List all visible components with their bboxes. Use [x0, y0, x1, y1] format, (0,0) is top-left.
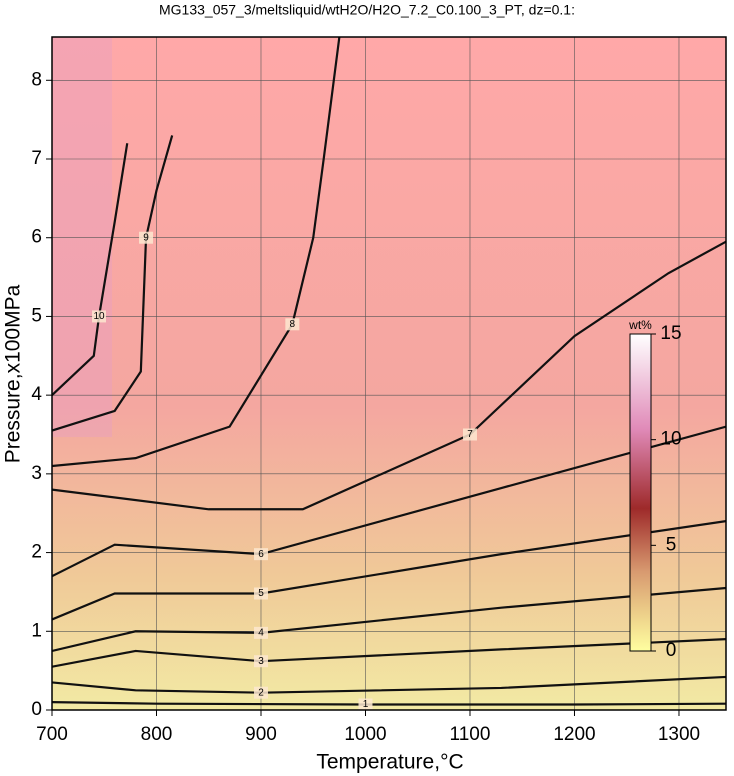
colorbar-scale	[629, 333, 652, 652]
contour-label: 1	[363, 699, 369, 710]
colorbar-tick-label: 15	[660, 323, 681, 344]
colorbar-tick-label: 5	[666, 534, 677, 555]
x-tick-label: 1300	[658, 724, 700, 745]
contour-label-box	[462, 428, 477, 441]
y-tick-label: 7	[31, 148, 42, 169]
contour-label: 10	[93, 311, 105, 322]
y-tick-label: 2	[31, 542, 42, 563]
y-tick-label: 1	[31, 620, 42, 641]
plot-frame	[51, 36, 727, 711]
contour-label-box	[253, 626, 268, 639]
y-tick-label: 5	[31, 305, 42, 326]
contour-label-box	[358, 698, 373, 710]
x-axis-label: Temperature,°C	[316, 751, 463, 774]
x-tick-label: 900	[245, 724, 277, 745]
y-tick-label: 8	[31, 69, 42, 90]
plot-shade	[52, 37, 112, 437]
chart-title: MG133_057_3/meltsliquid/wtH2O/H2O_7.2_C0…	[159, 2, 575, 18]
plot-background	[52, 37, 726, 710]
contour-label-box	[253, 587, 268, 600]
contour-line	[52, 135, 174, 432]
contour-label-box	[139, 231, 154, 244]
y-tick-label: 3	[31, 463, 42, 484]
contour-label-box	[253, 655, 268, 668]
y-tick-label: 0	[31, 699, 42, 720]
colorbar-tick-label: 0	[666, 640, 677, 661]
contour-label: 2	[258, 687, 264, 698]
x-tick-label: 1000	[344, 724, 386, 745]
contour-label: 7	[467, 429, 473, 440]
contours: 1 2 3 4 5 6 7 8 9 10	[52, 37, 726, 710]
y-axis-label: Pressure,x100MPa	[2, 284, 25, 463]
contour-label: 4	[258, 628, 264, 639]
colorbar-label: wt%	[628, 318, 652, 332]
colorbar-tick-label: 10	[660, 429, 681, 450]
contour-label-box	[253, 548, 268, 561]
x-tick-label: 1100	[450, 724, 491, 745]
y-tick-label: 6	[31, 227, 42, 248]
contour-label: 5	[258, 588, 264, 599]
contour-label-box	[253, 686, 268, 699]
contour-label: 9	[143, 232, 149, 243]
y-tick-label: 4	[31, 384, 42, 405]
grid	[51, 37, 726, 711]
x-tick-label: 800	[141, 724, 173, 745]
x-tick-label: 700	[36, 724, 68, 745]
contour-label-box	[92, 310, 107, 323]
contour-label-box	[285, 318, 300, 331]
contour-label: 3	[258, 656, 264, 667]
colorbar: wt% 0 5 10 15	[628, 318, 681, 661]
x-tick-label: 1200	[553, 724, 595, 745]
contour-label: 6	[258, 549, 264, 560]
contour-label: 8	[290, 319, 296, 330]
